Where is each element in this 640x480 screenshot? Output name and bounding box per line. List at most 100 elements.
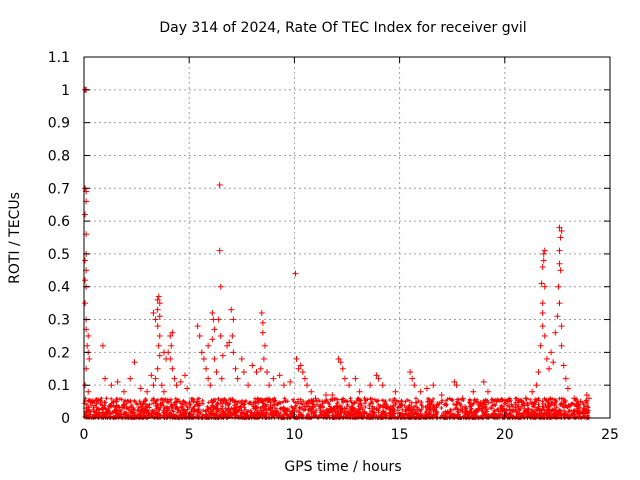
data-point (539, 309, 546, 316)
data-point (541, 247, 548, 254)
data-point (352, 375, 359, 382)
data-point (423, 385, 430, 392)
data-point (213, 369, 220, 376)
y-tick-label: 0.4 (48, 280, 70, 296)
data-point (301, 375, 308, 382)
y-tick-label: 0 (61, 411, 70, 427)
y-tick-label: 0.2 (48, 345, 70, 361)
data-point (562, 375, 569, 382)
data-point (556, 224, 563, 231)
data-point (312, 395, 319, 402)
data-point (537, 342, 544, 349)
data-point (379, 382, 386, 389)
data-point (529, 388, 536, 395)
data-point (196, 332, 203, 339)
data-point (270, 375, 277, 382)
data-point (219, 352, 226, 359)
y-tick-label: 0.6 (48, 214, 70, 230)
data-point (216, 247, 223, 254)
data-point (484, 388, 491, 395)
data-point (556, 247, 563, 254)
data-point (216, 181, 223, 188)
data-point (173, 382, 180, 389)
data-point (264, 369, 271, 376)
data-point (82, 277, 89, 284)
data-point (430, 382, 437, 389)
data-point (198, 349, 205, 356)
x-tick-label: 0 (80, 427, 89, 443)
data-point (266, 382, 273, 389)
data-point (144, 388, 151, 395)
data-point (512, 401, 519, 408)
data-point (210, 316, 217, 323)
data-point (556, 260, 563, 267)
data-point (168, 342, 175, 349)
data-point (114, 378, 121, 385)
data-point (209, 309, 216, 316)
data-point (555, 283, 562, 290)
data-point (356, 388, 363, 395)
data-point (417, 388, 424, 395)
data-point (339, 365, 346, 372)
data-point (540, 250, 547, 257)
data-point (261, 342, 268, 349)
chart-title: Day 314 of 2024, Rate Of TEC Index for r… (159, 20, 526, 36)
data-point (150, 309, 157, 316)
data-point (215, 316, 222, 323)
x-tick-label: 20 (496, 427, 514, 443)
x-axis-ticks: 0 5 10 15 20 25 (80, 57, 619, 443)
data-point (209, 336, 216, 343)
data-point (232, 365, 239, 372)
data-point (224, 342, 231, 349)
data-point (99, 342, 106, 349)
data-point (522, 395, 529, 402)
y-tick-label: 0.7 (48, 181, 70, 197)
data-point (346, 382, 353, 389)
data-point (167, 332, 174, 339)
data-point (200, 355, 207, 362)
data-point (171, 375, 178, 382)
data-point (373, 372, 380, 379)
data-point (293, 355, 300, 362)
data-point (556, 300, 563, 307)
data-point (169, 329, 176, 336)
data-point (165, 349, 172, 356)
y-tick-label: 0.1 (48, 378, 70, 394)
data-point (557, 234, 564, 241)
data-point (577, 398, 584, 405)
data-point (459, 395, 466, 402)
axes (83, 56, 611, 419)
data-point (156, 313, 163, 320)
data-point (154, 296, 161, 303)
data-point (240, 369, 247, 376)
data-point (249, 362, 256, 369)
data-point (218, 375, 225, 382)
data-point (120, 388, 127, 395)
y-tick-label: 1.1 (48, 50, 70, 66)
data-point (108, 382, 115, 389)
data-point (571, 395, 578, 402)
data-point (539, 300, 546, 307)
data-point (87, 398, 94, 405)
data-point (259, 329, 266, 336)
data-point (329, 392, 336, 399)
data-point (539, 264, 546, 271)
data-point (392, 388, 399, 395)
data-point (543, 355, 550, 362)
data-point (217, 332, 224, 339)
data-point (85, 388, 92, 395)
data-point (558, 323, 565, 330)
data-point (480, 378, 487, 385)
data-point (85, 332, 92, 339)
data-point (211, 355, 218, 362)
data-point (322, 392, 329, 399)
data-point (102, 375, 109, 382)
data-point (155, 342, 162, 349)
y-tick-label: 0.8 (48, 148, 70, 164)
data-point (167, 355, 174, 362)
data-point (253, 369, 260, 376)
data-point (257, 365, 264, 372)
data-point (341, 375, 348, 382)
